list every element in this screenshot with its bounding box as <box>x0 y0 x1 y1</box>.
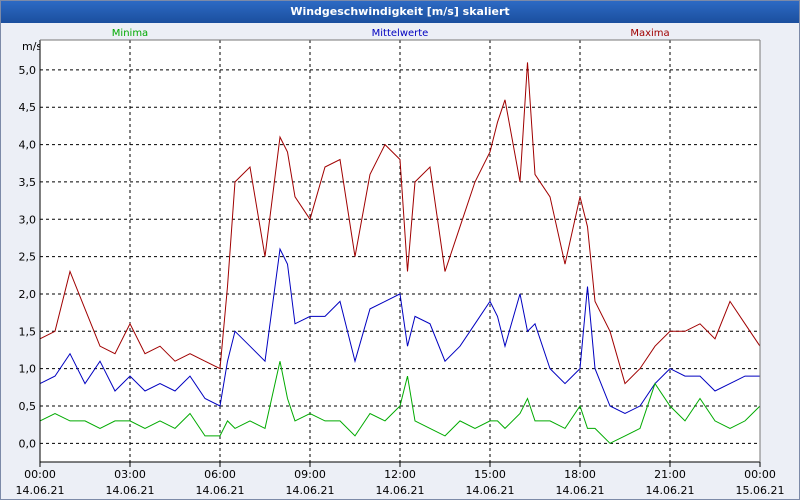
x-tick-date: 14.06.21 <box>196 484 245 497</box>
series-lines <box>39 62 761 444</box>
x-axis-ticks: 00:00 14.06.21 03:00 14.06.21 06:00 14.06.21 0… <box>16 462 785 497</box>
x-tick-time: 21:00 <box>654 468 686 481</box>
x-tick-time: 03:00 <box>114 468 146 481</box>
y-tick-label: 3,0 <box>19 213 37 226</box>
x-tick-time: 00:00 <box>24 468 56 481</box>
series-line-max <box>39 62 761 385</box>
axes <box>39 39 761 463</box>
series-line-mean <box>39 247 760 415</box>
x-tick-date: 14.06.21 <box>106 484 155 497</box>
x-tick-time: 18:00 <box>564 468 596 481</box>
grid-lines <box>40 40 760 462</box>
y-axis-unit-label: m/s <box>22 40 42 53</box>
y-axis-ticks: 0,0 0,5 1,0 1,5 2,0 2,5 3,0 3,5 4,0 4,5 5,0 <box>19 64 37 450</box>
series-line-min <box>39 361 761 444</box>
x-tick-date: 14.06.21 <box>556 484 605 497</box>
window-title: Windgeschwindigkeit [m/s] skaliert <box>1 1 799 23</box>
y-tick-label: 4,5 <box>19 101 37 114</box>
x-tick-date: 14.06.21 <box>286 484 335 497</box>
y-tick-label: 4,0 <box>19 139 37 152</box>
legend-minima: Minima <box>112 28 148 39</box>
legend-mittelwerte: Mittelwerte <box>372 28 429 39</box>
y-tick-label: 0,0 <box>19 437 37 450</box>
x-tick-time: 12:00 <box>384 468 416 481</box>
x-tick-time: 00:00 <box>744 468 776 481</box>
y-tick-label: 1,5 <box>19 325 37 338</box>
x-tick-time: 15:00 <box>474 468 506 481</box>
x-tick-time: 06:00 <box>204 468 236 481</box>
y-tick-label: 2,0 <box>19 288 37 301</box>
x-tick-date: 14.06.21 <box>646 484 695 497</box>
y-tick-label: 1,0 <box>19 363 37 376</box>
x-tick-time: 09:00 <box>294 468 326 481</box>
y-tick-label: 2,5 <box>19 251 37 264</box>
y-tick-label: 5,0 <box>19 64 37 77</box>
x-tick-date: 14.06.21 <box>376 484 425 497</box>
x-tick-date: 14.06.21 <box>466 484 515 497</box>
x-tick-date: 14.06.21 <box>16 484 65 497</box>
y-tick-label: 0,5 <box>19 400 37 413</box>
x-tick-date: 15.06.21 <box>736 484 785 497</box>
y-tick-label: 3,5 <box>19 176 37 189</box>
legend-maxima: Maxima <box>630 28 669 39</box>
